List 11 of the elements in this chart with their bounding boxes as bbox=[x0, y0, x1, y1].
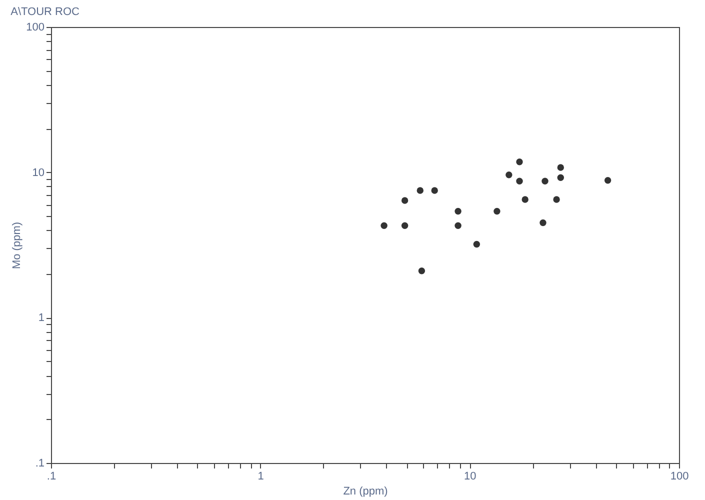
x-tick-label: 100 bbox=[670, 470, 689, 482]
y-tick-label: 1 bbox=[38, 312, 44, 324]
y-tick-label: .1 bbox=[35, 458, 44, 470]
y-tick-label: 10 bbox=[32, 166, 44, 179]
x-tick-label: 10 bbox=[464, 470, 476, 482]
x-axis-title: Zn (ppm) bbox=[343, 486, 388, 498]
x-tick-label: 1 bbox=[258, 470, 264, 482]
chart-title: A\TOUR ROC bbox=[10, 6, 80, 18]
y-axis-title: Mo (ppm) bbox=[11, 222, 24, 270]
x-tick-label: .1 bbox=[46, 470, 56, 482]
y-tick-label: 100 bbox=[26, 22, 44, 34]
